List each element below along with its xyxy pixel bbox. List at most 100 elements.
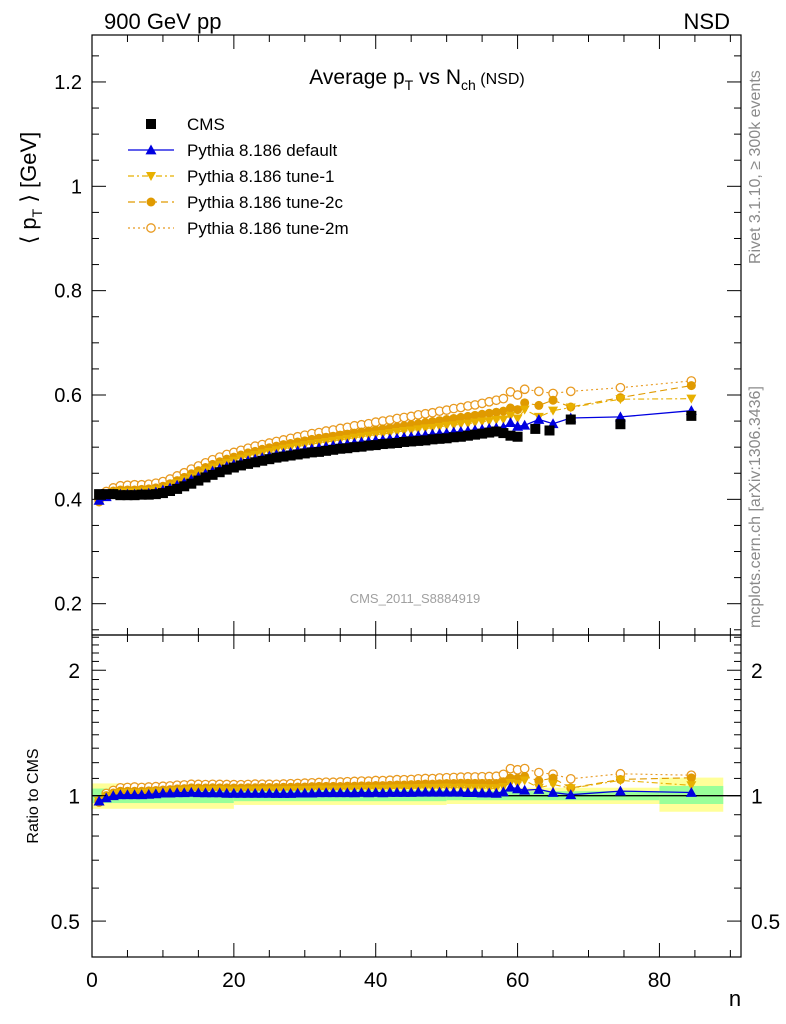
legend-entry-default: Pythia 8.186 default xyxy=(128,141,338,160)
default-marker xyxy=(228,787,240,798)
main-panel: 0.2 0.4 0.6 0.8 1 1.2 xyxy=(54,34,742,636)
tune1-marker xyxy=(146,172,156,181)
default-marker xyxy=(320,787,332,798)
cms-data-point xyxy=(292,449,303,460)
tune2c-marker xyxy=(449,413,459,423)
default-marker xyxy=(565,789,577,800)
tune1-marker xyxy=(420,424,431,434)
process-label: NSD xyxy=(684,9,730,34)
rivet-label: Rivet 3.1.10, ≥ 300k events xyxy=(747,70,764,264)
cms-data-point xyxy=(413,435,424,446)
default-marker xyxy=(455,786,467,797)
cms-data-point xyxy=(448,432,459,443)
cms-data-point xyxy=(122,490,133,501)
analysis-watermark: CMS_2011_S8884919 xyxy=(350,591,481,606)
default-marker xyxy=(249,787,261,798)
tune2c-marker xyxy=(686,381,696,391)
tune2c-marker xyxy=(505,403,515,413)
main-y-tick-label: 0.2 xyxy=(54,594,82,616)
legend-label-cms: CMS xyxy=(187,115,225,134)
x-tick-label: 0 xyxy=(86,969,98,992)
default-marker xyxy=(547,786,559,797)
cms-data-point xyxy=(420,435,431,446)
default-marker xyxy=(192,787,204,798)
default-marker xyxy=(145,144,157,155)
default-marker xyxy=(157,787,169,798)
tune2c-marker xyxy=(520,398,530,408)
default-marker xyxy=(398,786,410,797)
x-axis-label: n xyxy=(729,986,741,1011)
cms-data-point xyxy=(250,457,261,468)
default-marker xyxy=(327,787,339,798)
default-marker xyxy=(497,786,509,797)
default-marker xyxy=(285,787,297,798)
cms-data-point xyxy=(470,429,481,440)
tune1-marker xyxy=(406,426,417,436)
tune1-marker xyxy=(548,406,559,416)
chart-title-suffix: (NSD) xyxy=(476,71,525,88)
ratio-y-tick-label: 2 xyxy=(68,660,80,683)
cms-data-point xyxy=(512,431,523,442)
default-marker xyxy=(384,786,396,797)
cms-data-point xyxy=(565,414,576,425)
default-marker xyxy=(313,787,325,798)
default-marker xyxy=(171,787,183,798)
legend-entry-tune1: Pythia 8.186 tune-1 xyxy=(128,167,334,186)
cms-data-point xyxy=(356,441,367,452)
cms-data-point xyxy=(143,489,154,500)
tune1-marker xyxy=(512,414,523,424)
tune2m-marker xyxy=(146,223,156,233)
tune2c-marker xyxy=(442,415,452,425)
cms-data-point xyxy=(686,410,697,421)
cms-data-point xyxy=(530,423,541,434)
cms-data-point xyxy=(377,439,388,450)
default-marker xyxy=(504,417,516,428)
ratio-y-tick-label: 0.5 xyxy=(51,911,80,934)
cms-data-point xyxy=(200,472,211,483)
x-tick-label: 60 xyxy=(506,969,529,992)
default-marker xyxy=(93,795,105,806)
legend-label-tune1: Pythia 8.186 tune-1 xyxy=(187,167,334,186)
tune2c-marker xyxy=(534,776,544,786)
main-y-tick-label: 0.4 xyxy=(54,489,82,511)
ratio-series-layer xyxy=(93,763,697,807)
tune2c-marker xyxy=(686,773,696,783)
tune2m-marker xyxy=(534,386,544,397)
tune2m-marker xyxy=(565,386,576,397)
default-marker xyxy=(614,411,626,422)
default-marker xyxy=(412,786,424,797)
legend-entry-tune2m: Pythia 8.186 tune-2m xyxy=(128,219,349,238)
chart-title: Average pT vs Nch (NSD) xyxy=(309,66,524,93)
tune2m-marker xyxy=(565,773,576,784)
cms-data-point xyxy=(186,478,197,489)
ratio-y-tick-label-right: 1 xyxy=(751,786,763,809)
x-tick-label: 40 xyxy=(364,969,387,992)
ratio-panel: 0.5 0.51 12 20 20 40 60 80 xyxy=(51,634,780,992)
cms-data-point xyxy=(299,448,310,459)
ratio-y-tick-label-right: 0.5 xyxy=(751,911,780,934)
tune1-marker xyxy=(519,405,530,415)
default-marker xyxy=(214,787,226,798)
tune1-marker xyxy=(615,776,626,786)
cms-data-point xyxy=(544,425,555,436)
cms-data-point xyxy=(363,440,374,451)
cms-data-point xyxy=(108,489,119,500)
tune2c-marker xyxy=(456,412,466,422)
default-marker xyxy=(178,787,190,798)
cms-data-point xyxy=(271,452,282,463)
default-marker xyxy=(462,787,474,797)
default-marker xyxy=(614,785,626,796)
tune1-marker xyxy=(427,423,438,433)
legend-entry-tune2c: Pythia 8.186 tune-2c xyxy=(128,193,343,212)
cms-data-point xyxy=(498,428,509,439)
tune1-marker xyxy=(448,421,459,431)
cms-data-point xyxy=(172,483,183,494)
cms-data-point xyxy=(370,440,381,451)
tune1-marker xyxy=(477,417,488,427)
tune2m-marker xyxy=(519,763,530,774)
tune2c-marker xyxy=(470,410,480,420)
default-marker xyxy=(185,786,197,797)
default-marker xyxy=(207,787,219,798)
cms-data-point xyxy=(278,451,289,462)
